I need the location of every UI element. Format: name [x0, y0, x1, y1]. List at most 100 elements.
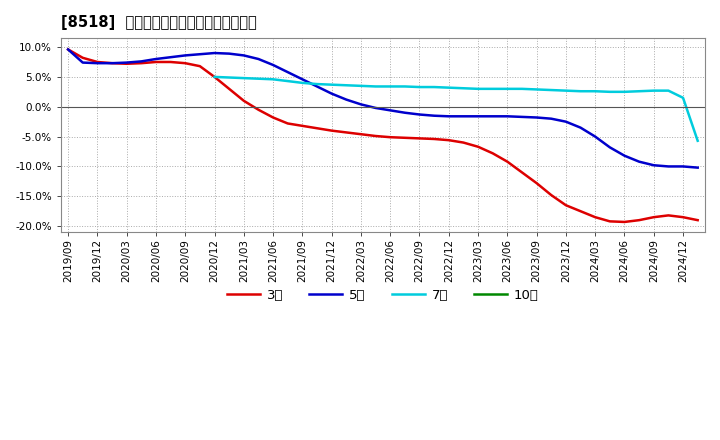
5年	[225, 51, 233, 56]
7年	[606, 89, 614, 95]
7年	[693, 138, 702, 143]
5年	[591, 134, 600, 139]
3年	[591, 215, 600, 220]
3年	[298, 123, 307, 128]
5年	[64, 47, 73, 52]
5年	[122, 60, 131, 65]
7年	[503, 86, 512, 92]
5年	[93, 61, 102, 66]
3年	[152, 59, 161, 65]
7年	[591, 88, 600, 94]
7年	[400, 84, 409, 89]
3年	[328, 128, 336, 133]
3年	[693, 217, 702, 223]
3年	[532, 180, 541, 186]
7年	[254, 76, 263, 81]
3年	[649, 215, 658, 220]
3年	[415, 136, 424, 141]
5年	[664, 164, 672, 169]
7年	[444, 85, 453, 90]
3年	[93, 59, 102, 65]
5年	[679, 164, 688, 169]
3年	[488, 150, 497, 156]
5年	[269, 62, 277, 68]
5年	[137, 59, 145, 64]
5年	[372, 105, 380, 110]
3年	[78, 55, 87, 60]
3年	[196, 63, 204, 69]
7年	[635, 88, 644, 94]
5年	[649, 163, 658, 168]
Legend: 3年, 5年, 7年, 10年: 3年, 5年, 7年, 10年	[222, 283, 544, 307]
7年	[372, 84, 380, 89]
5年	[342, 97, 351, 102]
7年	[328, 82, 336, 87]
5年	[693, 165, 702, 170]
3年	[254, 107, 263, 112]
3年	[284, 121, 292, 126]
7年	[356, 83, 365, 88]
7年	[459, 86, 468, 91]
7年	[488, 86, 497, 92]
7年	[284, 78, 292, 84]
7年	[240, 76, 248, 81]
5年	[562, 119, 570, 125]
7年	[649, 88, 658, 93]
5年	[312, 84, 321, 89]
3年	[474, 144, 482, 150]
3年	[386, 135, 395, 140]
5年	[430, 113, 438, 118]
Line: 3年: 3年	[68, 49, 698, 222]
3年	[137, 61, 145, 66]
5年	[196, 51, 204, 57]
7年	[342, 83, 351, 88]
7年	[312, 81, 321, 87]
3年	[166, 59, 175, 65]
3年	[372, 133, 380, 139]
5年	[415, 112, 424, 117]
7年	[562, 88, 570, 93]
3年	[518, 170, 526, 175]
5年	[152, 56, 161, 62]
7年	[679, 95, 688, 100]
Line: 7年: 7年	[215, 77, 698, 141]
7年	[298, 80, 307, 85]
3年	[576, 209, 585, 214]
3年	[606, 219, 614, 224]
7年	[269, 77, 277, 82]
5年	[518, 114, 526, 120]
Line: 5年: 5年	[68, 49, 698, 168]
5年	[254, 56, 263, 62]
5年	[547, 116, 556, 121]
3年	[269, 115, 277, 120]
3年	[64, 47, 73, 52]
5年	[240, 53, 248, 58]
7年	[620, 89, 629, 95]
3年	[503, 159, 512, 164]
5年	[298, 77, 307, 82]
7年	[664, 88, 672, 93]
3年	[562, 202, 570, 208]
5年	[108, 61, 117, 66]
5年	[78, 60, 87, 65]
3年	[620, 219, 629, 224]
3年	[459, 140, 468, 145]
3年	[225, 86, 233, 92]
5年	[488, 114, 497, 119]
7年	[430, 84, 438, 90]
7年	[225, 75, 233, 80]
7年	[547, 88, 556, 93]
3年	[430, 136, 438, 142]
5年	[328, 91, 336, 96]
3年	[122, 61, 131, 66]
5年	[459, 114, 468, 119]
5年	[576, 125, 585, 130]
7年	[386, 84, 395, 89]
3年	[635, 217, 644, 223]
5年	[503, 114, 512, 119]
5年	[284, 70, 292, 75]
3年	[664, 213, 672, 218]
7年	[518, 86, 526, 92]
3年	[210, 74, 219, 80]
5年	[210, 51, 219, 56]
